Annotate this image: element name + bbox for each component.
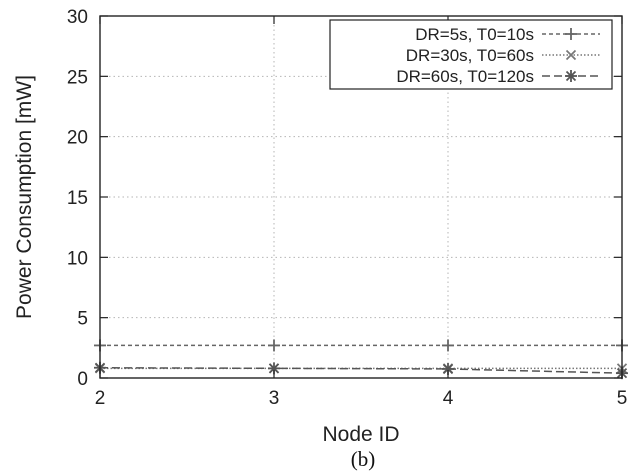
legend-label: DR=30s, T0=60s (406, 46, 534, 65)
x-tick-label: 2 (95, 388, 106, 409)
legend-box (329, 19, 613, 90)
y-tick-label: 10 (67, 248, 88, 269)
y-tick-label: 15 (67, 188, 88, 209)
y-tick-label: 20 (67, 128, 88, 149)
data-point-marker (565, 70, 577, 82)
figure-caption: (b) (351, 447, 376, 471)
tick-group: 0 5 10 15 20 25 30 2 3 4 5 (67, 7, 627, 409)
series-line-3 (99, 366, 623, 374)
x-axis-title: Node ID (322, 423, 399, 446)
x-tick-label: 4 (443, 388, 454, 409)
y-tick-label: 30 (67, 7, 88, 28)
y-tick-label: 5 (77, 309, 88, 330)
y-tick-label: 0 (77, 369, 88, 390)
y-axis-title: Power Consumption [mW] (13, 75, 36, 319)
data-point-marker (565, 49, 577, 61)
data-point-marker (268, 339, 280, 352)
legend-label: DR=5s, T0=10s (415, 25, 534, 44)
series-group (94, 339, 628, 380)
legend: DR=5s, T0=10s DR=30s, T0=60s DR=60s, T0=12… (329, 19, 613, 90)
y-tick-label: 25 (67, 67, 88, 88)
legend-label: DR=60s, T0=120s (396, 67, 534, 86)
data-point-marker (442, 339, 454, 352)
data-point-marker (442, 362, 454, 375)
data-point-marker (565, 28, 577, 40)
x-tick-label: 5 (617, 388, 628, 409)
data-point-marker (268, 362, 280, 375)
x-tick-label: 3 (269, 388, 280, 409)
